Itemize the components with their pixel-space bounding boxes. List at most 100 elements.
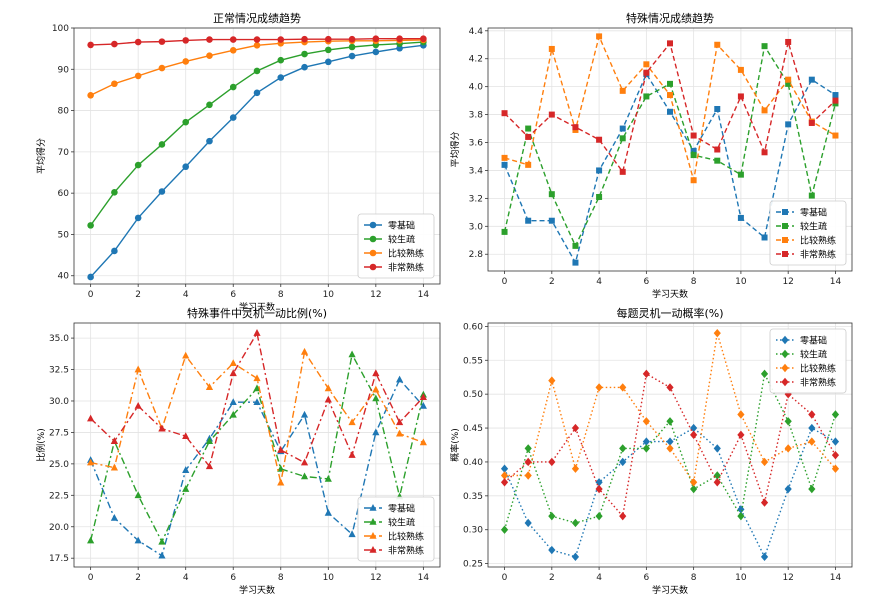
y-axis-label: 概率(%) — [449, 428, 461, 462]
y-tick-label: 50 — [58, 230, 70, 240]
data-point — [111, 189, 118, 196]
data-point — [205, 437, 214, 445]
legend-box — [357, 496, 435, 562]
x-tick-label: 14 — [418, 290, 430, 300]
y-tick-label: 4.0 — [469, 83, 484, 93]
data-point — [300, 347, 309, 355]
data-point — [134, 38, 142, 46]
x-tick-label: 2 — [135, 573, 141, 583]
data-point — [300, 410, 309, 418]
data-point — [111, 247, 118, 255]
data-point — [182, 485, 190, 492]
legend-marker — [369, 504, 377, 511]
data-point — [524, 518, 532, 528]
data-point — [690, 484, 698, 494]
data-point — [87, 458, 95, 466]
legend-marker — [782, 237, 788, 243]
data-point — [253, 398, 261, 406]
data-point — [831, 450, 840, 460]
data-point — [761, 149, 768, 156]
data-point — [158, 64, 166, 72]
data-point — [229, 83, 237, 91]
y-tick-label: 27.5 — [49, 428, 69, 438]
data-point — [619, 135, 626, 142]
series-line — [503, 427, 836, 559]
legend-marker — [369, 263, 377, 271]
x-tick-label: 0 — [88, 573, 94, 583]
data-point — [761, 43, 768, 50]
y-tick-label: 2.8 — [469, 250, 484, 260]
data-point — [667, 40, 673, 47]
legend-label: 零基础 — [800, 207, 827, 219]
data-point — [301, 35, 308, 43]
axes-frame — [73, 27, 441, 285]
legend-box — [357, 213, 435, 279]
legend-label: 比较熟练 — [800, 363, 836, 375]
data-point — [619, 87, 626, 94]
x-tick-label: 14 — [830, 277, 842, 287]
data-point — [134, 214, 142, 222]
data-point — [501, 154, 508, 161]
x-tick-label: 4 — [596, 277, 602, 287]
data-point — [760, 369, 769, 379]
data-point — [158, 141, 166, 148]
chart-title: 每题灵机一动概率(%) — [616, 306, 723, 320]
y-tick-label: 25.0 — [49, 460, 69, 470]
x-tick-label: 6 — [643, 573, 649, 583]
data-point — [808, 423, 816, 433]
data-point — [348, 52, 356, 60]
x-axis-label: 学习天数 — [652, 584, 688, 596]
data-point — [642, 417, 650, 426]
data-point — [713, 471, 721, 480]
data-point — [182, 432, 190, 439]
data-point — [324, 35, 332, 43]
data-point — [595, 383, 603, 392]
legend-marker — [781, 335, 789, 345]
data-point — [619, 168, 626, 175]
data-point — [525, 161, 532, 168]
legend-label: 较生疏 — [800, 221, 827, 233]
data-point — [372, 385, 380, 393]
y-axis-label: 平均得分 — [35, 138, 47, 174]
data-point — [737, 430, 745, 440]
data-point — [182, 118, 190, 126]
data-point — [229, 114, 237, 121]
legend-marker — [369, 235, 377, 243]
data-point — [324, 46, 332, 54]
data-point — [158, 551, 166, 559]
data-point — [596, 136, 603, 143]
data-point — [737, 66, 744, 73]
data-point — [667, 80, 673, 87]
data-point — [277, 478, 285, 486]
y-tick-label: 4.4 — [469, 27, 484, 37]
data-point — [761, 234, 768, 241]
data-point — [206, 52, 213, 59]
data-point — [500, 471, 509, 480]
data-point — [324, 474, 332, 482]
axes-frame — [487, 322, 853, 568]
data-point — [595, 484, 603, 494]
data-point — [301, 63, 308, 71]
data-point — [419, 402, 427, 409]
y-tick-label: 0.35 — [463, 492, 483, 502]
data-point — [642, 369, 650, 379]
legend-marker — [369, 518, 377, 525]
x-tick-label: 14 — [418, 573, 430, 583]
data-point — [87, 41, 94, 49]
x-axis-label: 学习天数 — [239, 584, 275, 596]
data-point — [87, 92, 94, 99]
data-point — [690, 478, 698, 487]
data-point — [737, 93, 744, 100]
legend-label: 非常熟练 — [388, 262, 424, 274]
data-point — [714, 106, 721, 112]
data-point — [253, 374, 261, 382]
data-point — [619, 383, 627, 392]
data-point — [831, 464, 840, 473]
y-tick-label: 3.0 — [469, 222, 484, 232]
data-point — [158, 188, 166, 195]
x-tick-label: 6 — [230, 573, 236, 583]
data-point — [571, 552, 580, 562]
y-tick-label: 4.2 — [469, 55, 483, 65]
y-tick-label: 3.2 — [469, 194, 483, 204]
